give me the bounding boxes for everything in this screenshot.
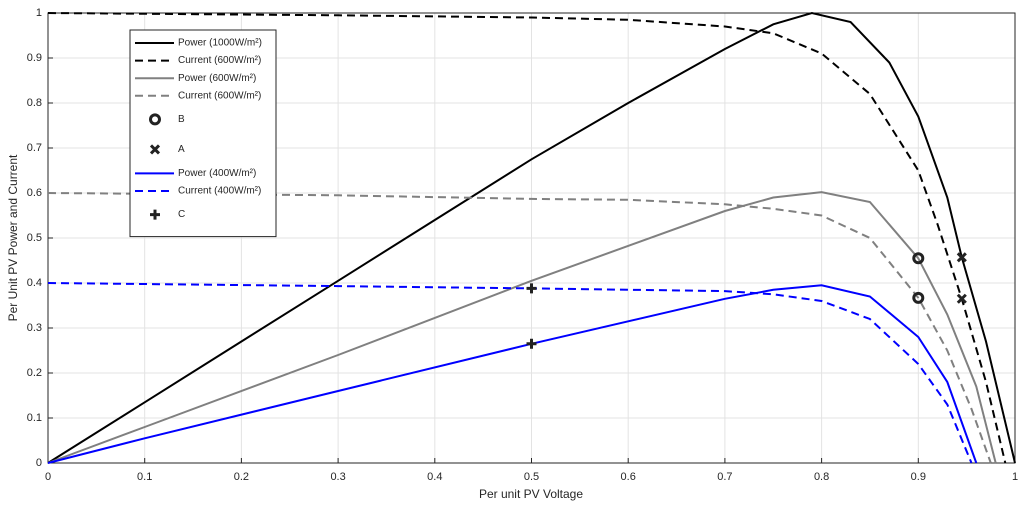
y-tick-label: 0.5 — [27, 232, 42, 244]
y-tick-label: 0.1 — [27, 412, 42, 424]
x-tick-label: 0.7 — [717, 471, 732, 483]
series-line — [47, 11, 1016, 464]
legend-label: Power (1000W/m²) — [178, 38, 262, 49]
marker-circle — [912, 252, 925, 265]
series-line — [47, 284, 978, 464]
y-tick-label: 0.7 — [27, 142, 42, 154]
marker-plus — [526, 283, 537, 294]
legend-label: Current (600W/m²) — [178, 90, 261, 101]
x-tick-label: 0.4 — [427, 471, 442, 483]
marker-plus — [526, 338, 537, 349]
marker-circle — [149, 113, 161, 126]
x-tick-label: 0 — [45, 471, 51, 483]
legend: Power (1000W/m²) Current (600W/m²) Power (… — [129, 29, 277, 238]
legend-label: C — [178, 209, 185, 220]
legend-label: Current (600W/m²) — [178, 55, 261, 66]
y-tick-label: 0.6 — [27, 187, 42, 199]
legend-label: Power (400W/m²) — [178, 168, 256, 179]
legend-label: Current (400W/m²) — [178, 186, 261, 197]
series-line — [47, 282, 973, 464]
plot-frame — [47, 12, 1016, 464]
y-tick-label: 0.8 — [27, 97, 42, 109]
x-tick-label: 0.2 — [234, 471, 249, 483]
x-tick-label: 0.6 — [621, 471, 636, 483]
series-line — [47, 192, 992, 464]
legend-label: B — [178, 114, 185, 125]
series-line — [47, 191, 997, 464]
x-tick-label: 0.3 — [330, 471, 345, 483]
y-tick-label: 1 — [36, 7, 42, 19]
x-tick-label: 0.9 — [911, 471, 926, 483]
marker-x — [956, 252, 967, 263]
legend-box — [129, 29, 277, 238]
y-tick-label: 0.4 — [27, 277, 42, 289]
y-tick-label: 0.3 — [27, 322, 42, 334]
y-axis-label: Per Unit PV Power and Current — [6, 154, 20, 321]
y-tick-label: 0.2 — [27, 367, 42, 379]
x-tick-label: 0.5 — [524, 471, 539, 483]
legend-label: A — [178, 144, 185, 155]
y-tick-label: 0.9 — [27, 52, 42, 64]
y-tick-label: 0 — [36, 457, 42, 469]
legend-label: Power (600W/m²) — [178, 73, 256, 84]
marker-x — [149, 144, 161, 155]
marker-plus — [150, 209, 160, 220]
x-tick-label: 0.8 — [814, 471, 829, 483]
x-tick-label: 1 — [1012, 471, 1018, 483]
marker-x — [956, 293, 967, 304]
x-tick-label: 0.1 — [137, 471, 152, 483]
x-axis-label: Per unit PV Voltage — [479, 487, 583, 501]
marker-circle — [912, 291, 925, 304]
